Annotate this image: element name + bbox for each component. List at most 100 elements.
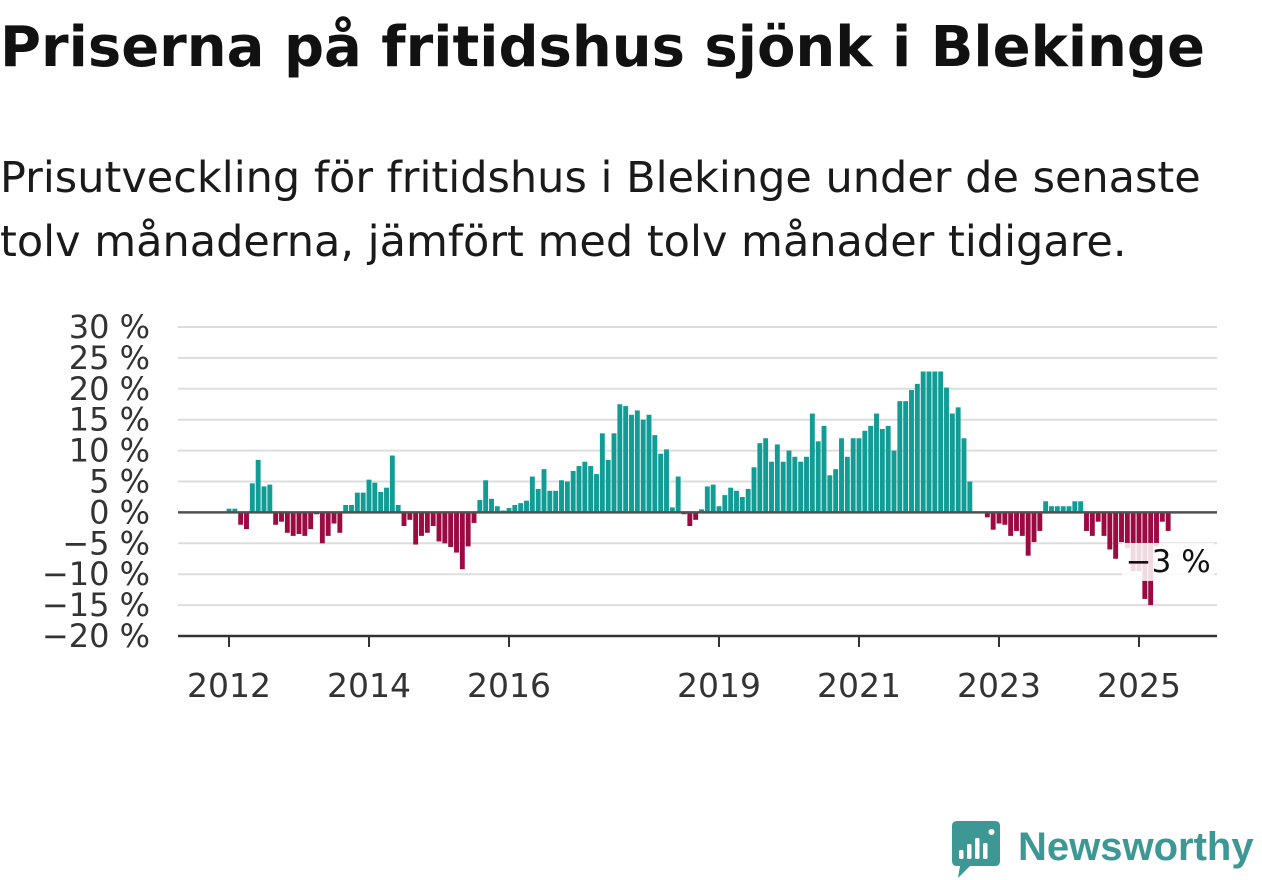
bar-2012-05 xyxy=(249,483,255,513)
bar-2018-11 xyxy=(704,486,710,513)
bar-2020-02 xyxy=(792,456,798,513)
bar-2021-03 xyxy=(868,425,874,513)
bar-2015-06 xyxy=(465,512,471,547)
bar-2023-03 xyxy=(1008,512,1014,536)
bar-2012-12 xyxy=(290,512,296,536)
bar-2012-04 xyxy=(244,512,249,530)
bar-2023-06 xyxy=(1025,512,1031,556)
bar-2021-11 xyxy=(914,383,920,513)
bar-2018-06 xyxy=(675,476,681,513)
y-tick-label: 20 % xyxy=(69,370,150,408)
bar-2023-08 xyxy=(1037,512,1043,531)
bar-2020-03 xyxy=(798,461,804,513)
bar-2023-09 xyxy=(1043,501,1049,513)
x-tick-label: 2014 xyxy=(327,666,411,705)
bar-2016-10 xyxy=(559,480,564,513)
bar-2014-07 xyxy=(401,512,407,526)
bar-2023-04 xyxy=(1014,512,1019,531)
bar-2018-09 xyxy=(693,512,699,520)
bar-2022-11 xyxy=(984,512,990,518)
bar-2013-11 xyxy=(354,492,360,513)
newsworthy-logo: Newsworthy xyxy=(952,821,1254,878)
bar-2021-10 xyxy=(909,390,914,513)
bar-2022-07 xyxy=(961,438,967,513)
bar-2018-05 xyxy=(669,507,675,513)
bar-2016-05 xyxy=(529,476,535,513)
bar-2023-02 xyxy=(1002,512,1008,525)
x-tick-label: 2019 xyxy=(677,666,761,705)
bar-2021-04 xyxy=(874,413,879,513)
bar-2021-01 xyxy=(856,438,862,513)
bar-2024-09 xyxy=(1113,512,1119,559)
bar-2018-01 xyxy=(646,414,652,513)
bar-2014-01 xyxy=(366,479,372,513)
bar-2012-01 xyxy=(226,508,232,513)
x-tick-label: 2021 xyxy=(817,666,901,705)
bar-2012-09 xyxy=(273,512,279,525)
bar-2016-01 xyxy=(506,508,512,513)
bar-2024-04 xyxy=(1084,512,1089,531)
bar-2020-04 xyxy=(804,456,809,513)
bar-2022-06 xyxy=(955,407,961,513)
bar-2014-06 xyxy=(395,504,401,513)
bar-2019-10 xyxy=(769,461,774,513)
bar-2017-08 xyxy=(617,404,623,513)
bar-2024-08 xyxy=(1107,512,1113,550)
logo-wordmark: Newsworthy xyxy=(1018,825,1254,869)
bar-2023-01 xyxy=(996,512,1002,524)
bar-2021-12 xyxy=(920,371,926,513)
bar-2022-01 xyxy=(926,371,932,513)
bar-2014-11 xyxy=(424,512,430,533)
bar-2012-03 xyxy=(238,512,244,525)
bar-2017-11 xyxy=(634,410,640,513)
bar-2020-06 xyxy=(815,441,821,513)
x-tick-label: 2012 xyxy=(187,666,271,705)
bar-2019-12 xyxy=(780,461,786,513)
bar-2019-11 xyxy=(774,444,780,513)
gridlines xyxy=(178,326,1217,607)
bar-2017-09 xyxy=(623,406,629,513)
bar-2024-11 xyxy=(1124,512,1130,549)
bar-2013-06 xyxy=(325,512,331,536)
bar-2015-05 xyxy=(459,512,465,570)
bar-2015-07 xyxy=(471,512,477,523)
bar-2024-07 xyxy=(1101,512,1107,536)
bar-2015-01 xyxy=(436,512,442,542)
bar-2024-06 xyxy=(1095,512,1101,522)
bar-2014-08 xyxy=(407,512,413,520)
bar-2020-12 xyxy=(850,438,856,513)
bar-2022-04 xyxy=(944,387,949,513)
chart-subtitle: Prisutveckling för fritidshus i Blekinge… xyxy=(0,153,1201,267)
bar-2020-01 xyxy=(786,450,792,513)
bar-2022-08 xyxy=(967,481,973,513)
bar-2019-05 xyxy=(739,496,745,513)
bar-2014-04 xyxy=(384,487,389,513)
bar-2015-08 xyxy=(477,500,483,513)
bar-2012-02 xyxy=(232,508,238,513)
bar-2015-04 xyxy=(454,512,459,553)
bar-2022-03 xyxy=(938,371,944,513)
bar-2017-07 xyxy=(611,433,617,513)
y-tick-label: −5 % xyxy=(62,524,150,562)
bar-chart: 30 %25 %20 %15 %10 %5 %0 %−5 %−10 %−15 %… xyxy=(42,308,1217,705)
bars xyxy=(226,371,1171,606)
bar-2025-01 xyxy=(1136,512,1142,572)
bar-2020-10 xyxy=(839,438,844,513)
bar-2023-12 xyxy=(1060,506,1066,513)
bar-2016-09 xyxy=(553,490,559,513)
bar-2015-03 xyxy=(448,512,454,548)
bar-2013-02 xyxy=(302,512,308,536)
bar-2016-06 xyxy=(535,488,541,513)
bar-2019-06 xyxy=(745,488,751,513)
bar-2016-12 xyxy=(570,470,576,513)
y-tick-label: −15 % xyxy=(42,586,150,624)
bar-2024-12 xyxy=(1130,512,1136,572)
bar-2017-05 xyxy=(599,433,605,513)
bar-2013-05 xyxy=(319,512,325,544)
y-tick-label: 15 % xyxy=(69,401,150,439)
bar-2019-04 xyxy=(734,490,739,513)
y-tick-label: 25 % xyxy=(69,339,150,377)
bar-2025-06 xyxy=(1165,512,1171,531)
bar-2017-01 xyxy=(576,466,582,513)
bar-2016-07 xyxy=(541,469,547,513)
